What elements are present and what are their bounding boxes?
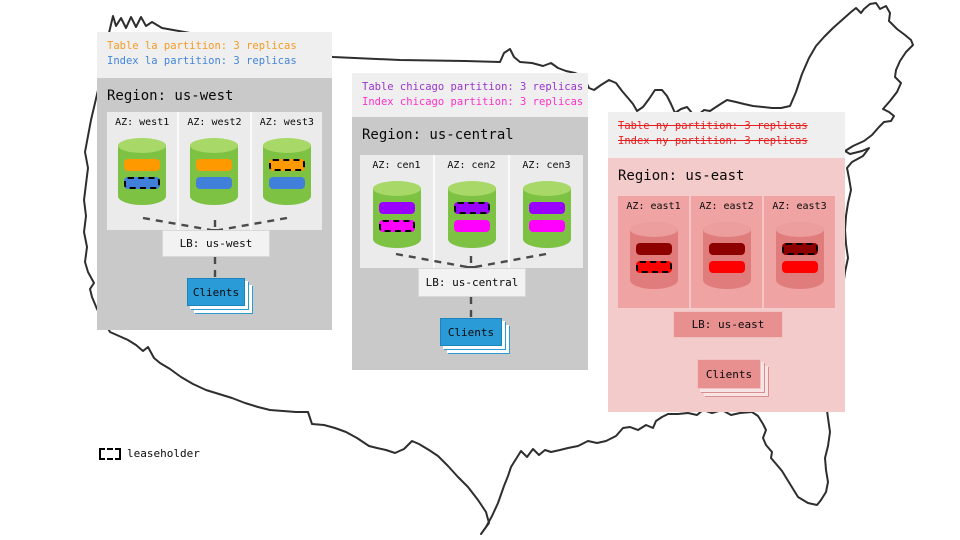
cylinder-body [522,188,571,248]
cylinder-body [118,145,167,205]
cylinder-top [775,222,824,237]
annotation-index-la: Index la partition: 3 replicas [107,55,297,67]
replica-bar-table-la-leaseholder [268,159,305,171]
az-label-west1: AZ: west1 [115,117,170,128]
clients-us-west: Clients [187,278,245,306]
az-box-east1: AZ: east1 [618,196,691,308]
replica-bar-index-ny-leaseholder [635,261,672,273]
cylinder-top [262,138,311,153]
az-row-us-east: AZ: east1 AZ: east2 AZ: east3 [618,196,835,308]
az-box-west2: AZ: west2 [179,112,252,230]
az-label-west3: AZ: west3 [259,117,314,128]
lb-label: LB: us-east [691,318,765,331]
cylinder-body [629,229,678,289]
database-cylinder-cen3 [522,181,571,253]
database-cylinder-east2 [702,222,751,294]
database-cylinder-cen2 [447,181,496,253]
region-us-central: Region: us-central AZ: cen1 AZ: cen2 [352,117,588,370]
cylinder-body [262,145,311,205]
cylinder-body [775,229,824,289]
region-us-west: Region: us-west AZ: west1 AZ: west2 [97,78,332,330]
replica-bar-table-ny [635,243,672,255]
cylinder-top [190,138,239,153]
az-row-us-west: AZ: west1 AZ: west2 AZ: west3 [107,112,322,230]
leaseholder-swatch-icon [99,447,121,460]
load-balancer-us-central: LB: us-central [418,268,526,297]
az-label-east1: AZ: east1 [626,201,681,212]
clients-label: Clients [447,325,495,339]
clients-us-east: Clients [697,359,761,389]
annotation-table-la: Table la partition: 3 replicas [107,40,297,52]
load-balancer-us-east: LB: us-east [673,311,783,338]
annotation-us-east: Table ny partition: 3 replicas Index ny … [608,112,845,158]
cylinder-body [447,188,496,248]
database-cylinder-west2 [190,138,239,210]
replica-bar-index-la [196,177,233,189]
legend-label: leaseholder [127,447,200,460]
database-cylinder-west3 [262,138,311,210]
replica-bar-index-ny [708,261,745,273]
az-label-cen2: AZ: cen2 [447,160,496,171]
az-label-cen1: AZ: cen1 [372,160,421,171]
annotation-us-central: Table chicago partition: 3 replicas Inde… [352,73,588,117]
annotation-table-chicago: Table chicago partition: 3 replicas [362,81,584,93]
az-box-east2: AZ: east2 [691,196,764,308]
az-box-west3: AZ: west3 [251,112,322,230]
az-box-cen3: AZ: cen3 [510,155,583,268]
replica-bar-index-chicago [528,220,565,232]
az-box-east3: AZ: east3 [764,196,835,308]
cylinder-top [522,181,571,196]
annotation-index-chicago: Index chicago partition: 3 replicas [362,96,584,108]
replica-bar-table-ny-leaseholder [781,243,818,255]
replica-bar-table-chicago-leaseholder [453,202,490,214]
replica-bar-table-la [196,159,233,171]
cylinder-body [372,188,421,248]
cylinder-top [629,222,678,237]
az-label-east2: AZ: east2 [699,201,754,212]
clients-label: Clients [705,367,753,381]
lb-label: LB: us-central [425,276,519,289]
region-title-us-east: Region: us-east [618,168,745,184]
az-label-east3: AZ: east3 [772,201,827,212]
replica-bar-table-chicago [528,202,565,214]
az-label-cen3: AZ: cen3 [522,160,571,171]
database-cylinder-east1 [629,222,678,294]
load-balancer-us-west: LB: us-west [162,230,270,257]
legend-leaseholder: leaseholder [99,447,200,460]
database-cylinder-west1 [118,138,167,210]
clients-label: Clients [192,285,240,299]
replica-bar-index-chicago [453,220,490,232]
database-cylinder-east3 [775,222,824,294]
replica-bar-table-chicago [378,202,415,214]
cylinder-top [118,138,167,153]
annotation-table-ny-struck: Table ny partition: 3 replicas [618,120,808,132]
cylinder-top [447,181,496,196]
region-us-east: Region: us-east AZ: east1 AZ: east2 [608,158,845,412]
cylinder-body [190,145,239,205]
annotation-index-ny-struck: Index ny partition: 3 replicas [618,135,808,147]
cylinder-body [702,229,751,289]
cylinder-top [372,181,421,196]
az-row-us-central: AZ: cen1 AZ: cen2 AZ: cen3 [360,155,583,268]
replica-bar-index-chicago-leaseholder [378,220,415,232]
replica-bar-table-la [124,159,161,171]
az-box-west1: AZ: west1 [107,112,180,230]
replica-bar-index-la-leaseholder [124,177,161,189]
region-title-us-central: Region: us-central [362,127,514,143]
az-box-cen1: AZ: cen1 [360,155,435,268]
database-cylinder-cen1 [372,181,421,253]
region-title-us-west: Region: us-west [107,88,234,104]
replica-bar-index-ny [781,261,818,273]
lb-label: LB: us-west [179,237,253,250]
az-label-west2: AZ: west2 [187,117,242,128]
cylinder-top [702,222,751,237]
clients-us-central: Clients [440,318,502,346]
replica-bar-table-ny [708,243,745,255]
az-box-cen2: AZ: cen2 [435,155,510,268]
replica-bar-index-la [268,177,305,189]
annotation-us-west: Table la partition: 3 replicas Index la … [97,32,332,78]
